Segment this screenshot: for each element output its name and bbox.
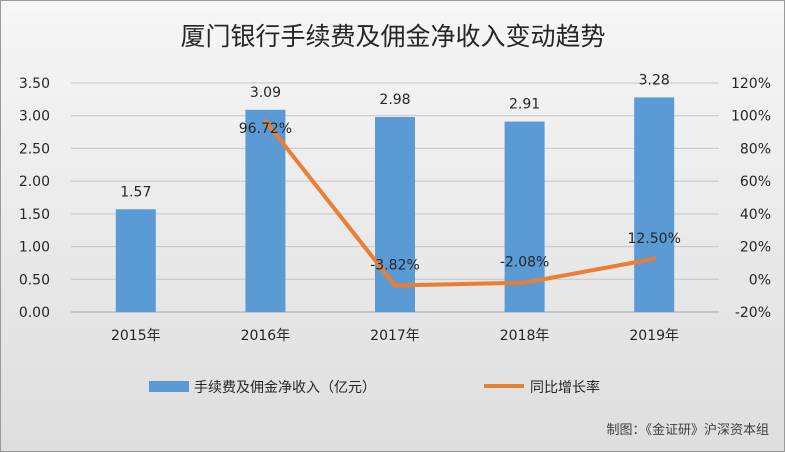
- legend-line-label: 同比增长率: [530, 379, 600, 396]
- y-left-tick-label: 2.00: [19, 174, 50, 190]
- bar-value-label: 3.09: [250, 85, 281, 101]
- x-tick-label: 2016年: [241, 328, 291, 344]
- line-value-label: -2.08%: [500, 255, 550, 271]
- y-left-tick-label: 1.00: [19, 240, 50, 256]
- y-right-tick-label: 0%: [749, 272, 771, 288]
- x-tick-label: 2017年: [370, 328, 420, 344]
- y-axis-right: -20% 0% 20% 40% 60% 80% 100% 120%: [731, 76, 771, 321]
- bar-2017年: [375, 117, 415, 312]
- legend-bar-swatch: [149, 381, 189, 392]
- legend-bar-label: 手续费及佣金净收入（亿元）: [194, 379, 376, 396]
- y-left-tick-label: 3.00: [19, 109, 50, 125]
- y-right-tick-label: 20%: [740, 240, 771, 256]
- y-right-tick-label: 80%: [740, 141, 771, 157]
- data-labels: 1.57 3.09 2.98 2.91 3.28 96.72% -3.82% -2.08% 12…: [120, 72, 681, 273]
- bar-2016年: [245, 109, 286, 312]
- chart-credit: 制图：《金证研》沪深资本组: [606, 422, 769, 438]
- line-value-label: 12.50%: [628, 231, 681, 247]
- y-left-tick-label: 0.00: [19, 305, 50, 321]
- growth-rate-line: [263, 119, 657, 288]
- bar-2015年: [115, 209, 156, 312]
- y-right-tick-label: 60%: [740, 174, 771, 190]
- y-right-tick-label: 40%: [740, 207, 771, 223]
- y-left-tick-label: 3.50: [19, 76, 50, 92]
- bar-series: [115, 97, 675, 312]
- y-axis-left: 0.00 0.50 1.00 1.50 2.00 2.50 3.00 3.50: [19, 76, 50, 321]
- chart-title: 厦门银行手续费及佣金净收入变动趋势: [180, 22, 605, 51]
- line-series: [263, 119, 657, 288]
- line-value-label: 96.72%: [239, 121, 292, 137]
- bar-value-label: 2.98: [379, 92, 410, 108]
- y-left-tick-label: 2.50: [19, 141, 50, 157]
- bar-2019年: [634, 97, 675, 312]
- y-right-tick-label: 100%: [731, 109, 771, 125]
- y-right-tick-label: 120%: [731, 76, 771, 92]
- y-right-tick-label: -20%: [735, 305, 771, 321]
- line-value-label: -3.82%: [370, 258, 420, 274]
- bar-value-label: 1.57: [120, 184, 151, 200]
- y-left-tick-label: 1.50: [19, 207, 50, 223]
- bar-value-label: 3.28: [639, 72, 670, 88]
- legend: 手续费及佣金净收入（亿元） 同比增长率: [149, 379, 600, 396]
- x-axis: 2015年 2016年 2017年 2018年 2019年: [111, 328, 679, 344]
- bar-value-label: 2.91: [509, 97, 540, 113]
- y-left-tick-label: 0.50: [19, 272, 50, 288]
- x-tick-label: 2015年: [111, 328, 161, 344]
- x-tick-label: 2018年: [500, 328, 550, 344]
- x-tick-label: 2019年: [629, 328, 679, 344]
